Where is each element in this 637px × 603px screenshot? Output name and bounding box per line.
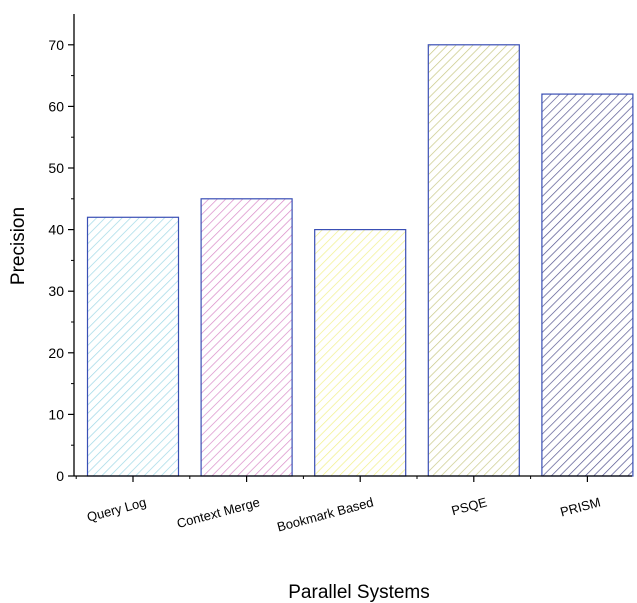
- bar-query-log: [86, 216, 180, 477]
- y-ticks-group: 0 10 20 30 40 50 60 70: [48, 37, 74, 484]
- y-tick-label: 60: [48, 98, 64, 114]
- y-tick-label: 10: [48, 406, 64, 422]
- y-tick-label: 50: [48, 160, 64, 176]
- axes-group: [73, 14, 632, 477]
- bar-psqe: [427, 44, 520, 477]
- y-tick-label: 0: [56, 468, 64, 484]
- bar-context-merge: [200, 198, 293, 477]
- x-ticks-group: Query Log Context Merge Bookmark Based PSQE…: [75, 476, 603, 535]
- y-tick-label: 30: [48, 283, 64, 299]
- bar-bookmark-based: [314, 229, 407, 477]
- y-tick-label: 40: [48, 222, 64, 238]
- x-tick-label: Context Merge: [175, 494, 261, 531]
- y-axis-title: Precision: [8, 207, 29, 285]
- x-tick-label: Bookmark Based: [275, 494, 375, 534]
- y-tick-label: 70: [48, 37, 64, 53]
- bars-group: [86, 44, 634, 477]
- x-tick-label: PSQE: [450, 494, 489, 518]
- bar-prism: [541, 93, 634, 477]
- y-tick-label: 20: [48, 345, 64, 361]
- x-tick-label: Query Log: [85, 494, 148, 524]
- x-tick-label: PRISM: [559, 494, 603, 519]
- x-axis-title: Parallel Systems: [288, 582, 430, 603]
